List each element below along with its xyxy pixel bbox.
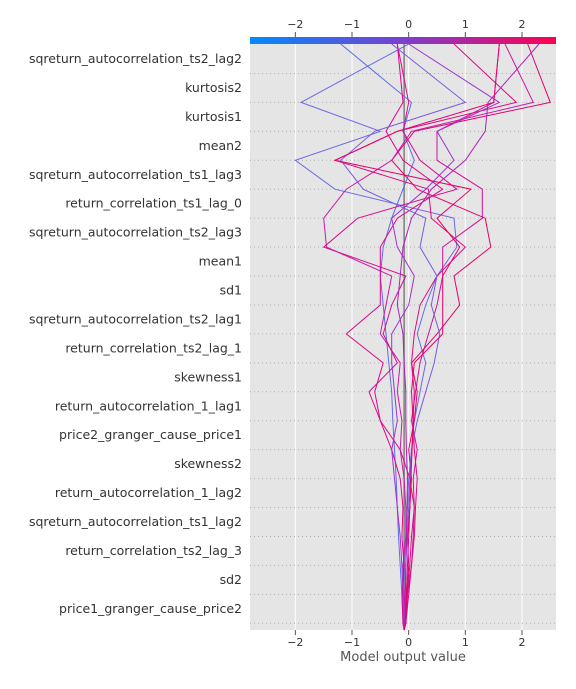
- top-tick-label: −1: [344, 18, 360, 31]
- feature-label: skewness2: [174, 456, 242, 471]
- feature-label: return_correlation_ts2_lag_3: [65, 543, 242, 558]
- top-tick-label: 0: [405, 18, 412, 31]
- feature-label: skewness1: [174, 369, 242, 384]
- decision-line: [396, 43, 540, 631]
- feature-labels: sqreturn_autocorrelation_ts2_lag2kurtosi…: [29, 51, 242, 616]
- feature-label: sqreturn_autocorrelation_ts2_lag2: [29, 51, 242, 66]
- feature-label: price1_granger_cause_price2: [59, 601, 242, 616]
- bottom-tick-label: 2: [519, 636, 526, 649]
- feature-label: sd2: [220, 572, 242, 587]
- feature-label: return_autocorrelation_1_lag2: [55, 485, 242, 500]
- decision-line: [403, 43, 500, 631]
- decision-line: [323, 43, 535, 631]
- bottom-tick-label: −2: [287, 636, 303, 649]
- top-axis-ticks: −2 −1 0 1 2: [287, 18, 526, 37]
- series-layer: [294, 43, 551, 631]
- decision-line: [345, 43, 444, 631]
- feature-label: sd1: [220, 283, 242, 298]
- bottom-tick-label: 1: [462, 636, 469, 649]
- feature-label: sqreturn_autocorrelation_ts1_lag3: [29, 167, 242, 182]
- top-tick-label: 2: [519, 18, 526, 31]
- feature-label: sqreturn_autocorrelation_ts2_lag1: [29, 311, 242, 326]
- bottom-tick-label: 0: [405, 636, 412, 649]
- bottom-axis-ticks: −2 −1 0 1 2: [287, 630, 526, 649]
- feature-label: price2_granger_cause_price1: [59, 427, 242, 442]
- feature-label: sqreturn_autocorrelation_ts2_lag3: [29, 225, 242, 240]
- top-tick-label: 1: [462, 18, 469, 31]
- feature-label: return_correlation_ts1_lag_0: [65, 196, 242, 211]
- feature-label: mean1: [199, 254, 242, 269]
- decision-line: [294, 43, 458, 631]
- feature-label: sqreturn_autocorrelation_ts1_lag2: [29, 514, 242, 529]
- decision-line: [322, 43, 458, 631]
- x-axis-label: Model output value: [340, 650, 466, 665]
- feature-label: mean2: [199, 138, 242, 153]
- decision-line: [333, 43, 500, 631]
- bottom-tick-label: −1: [344, 636, 360, 649]
- colorbar: [250, 37, 556, 44]
- decision-line: [340, 43, 415, 631]
- feature-label: return_correlation_ts2_lag_1: [65, 340, 242, 355]
- feature-label: kurtosis2: [185, 80, 242, 95]
- feature-label: return_autocorrelation_1_lag1: [55, 398, 242, 413]
- feature-label: kurtosis1: [185, 109, 242, 124]
- decision-line: [391, 43, 501, 631]
- top-tick-label: −2: [287, 18, 303, 31]
